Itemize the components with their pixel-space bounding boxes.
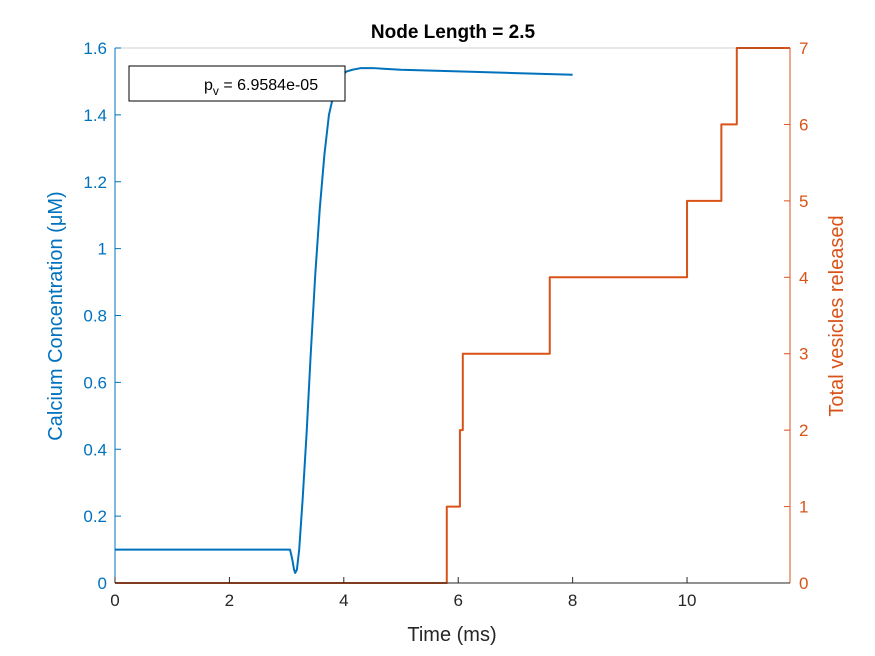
left-tick-label: 0.8 [83, 307, 107, 326]
annotation-value: = 6.9584e-05 [219, 77, 318, 94]
left-tick-label: 1.4 [83, 106, 107, 125]
x-axis: 0 2 4 6 8 10 [110, 577, 790, 610]
x-tick-label: 2 [225, 591, 234, 610]
x-tick-label: 10 [678, 591, 697, 610]
annotation-text: pv = 6.9584e-05 [204, 77, 318, 98]
annotation-subscript: v [213, 84, 219, 98]
plot-series [115, 47, 790, 584]
right-tick-label: 0 [799, 574, 808, 593]
right-y-axis-label: Total vesicles released [826, 215, 848, 416]
left-tick-label: 1.2 [83, 173, 107, 192]
right-tick-label: 6 [799, 115, 808, 134]
x-tick-label: 4 [339, 591, 348, 610]
annotation-box: pv = 6.9584e-05 [128, 65, 346, 102]
vesicles-series-line [115, 47, 790, 584]
right-y-axis: 0 1 2 3 4 5 6 7 [784, 39, 808, 593]
right-tick-label: 2 [799, 421, 808, 440]
calcium-series-line [115, 67, 573, 574]
annotation-symbol: p [204, 77, 213, 94]
left-tick-label: 0.4 [83, 440, 107, 459]
plot-area-frame [114, 47, 791, 584]
left-tick-label: 0.6 [83, 373, 107, 392]
left-y-axis-label: Calcium Concentration (μM) [45, 191, 67, 440]
right-tick-label: 4 [799, 268, 808, 287]
left-tick-label: 0 [98, 574, 107, 593]
left-tick-label: 1 [98, 240, 107, 259]
annotation-frame [128, 65, 346, 102]
x-tick-label: 0 [110, 591, 119, 610]
left-y-axis: 0 0.2 0.4 0.6 0.8 1 1.2 1.4 1.6 [83, 39, 121, 593]
left-tick-label: 1.6 [83, 39, 107, 58]
right-tick-label: 3 [799, 345, 808, 364]
x-tick-label: 8 [568, 591, 577, 610]
right-tick-label: 7 [799, 39, 808, 58]
right-tick-label: 1 [799, 498, 808, 517]
x-axis-label: Time (ms) [407, 624, 496, 646]
chart-title: Node Length = 2.5 [371, 22, 536, 43]
left-tick-label: 0.2 [83, 507, 107, 526]
x-tick-label: 6 [453, 591, 462, 610]
right-tick-label: 5 [799, 192, 808, 211]
